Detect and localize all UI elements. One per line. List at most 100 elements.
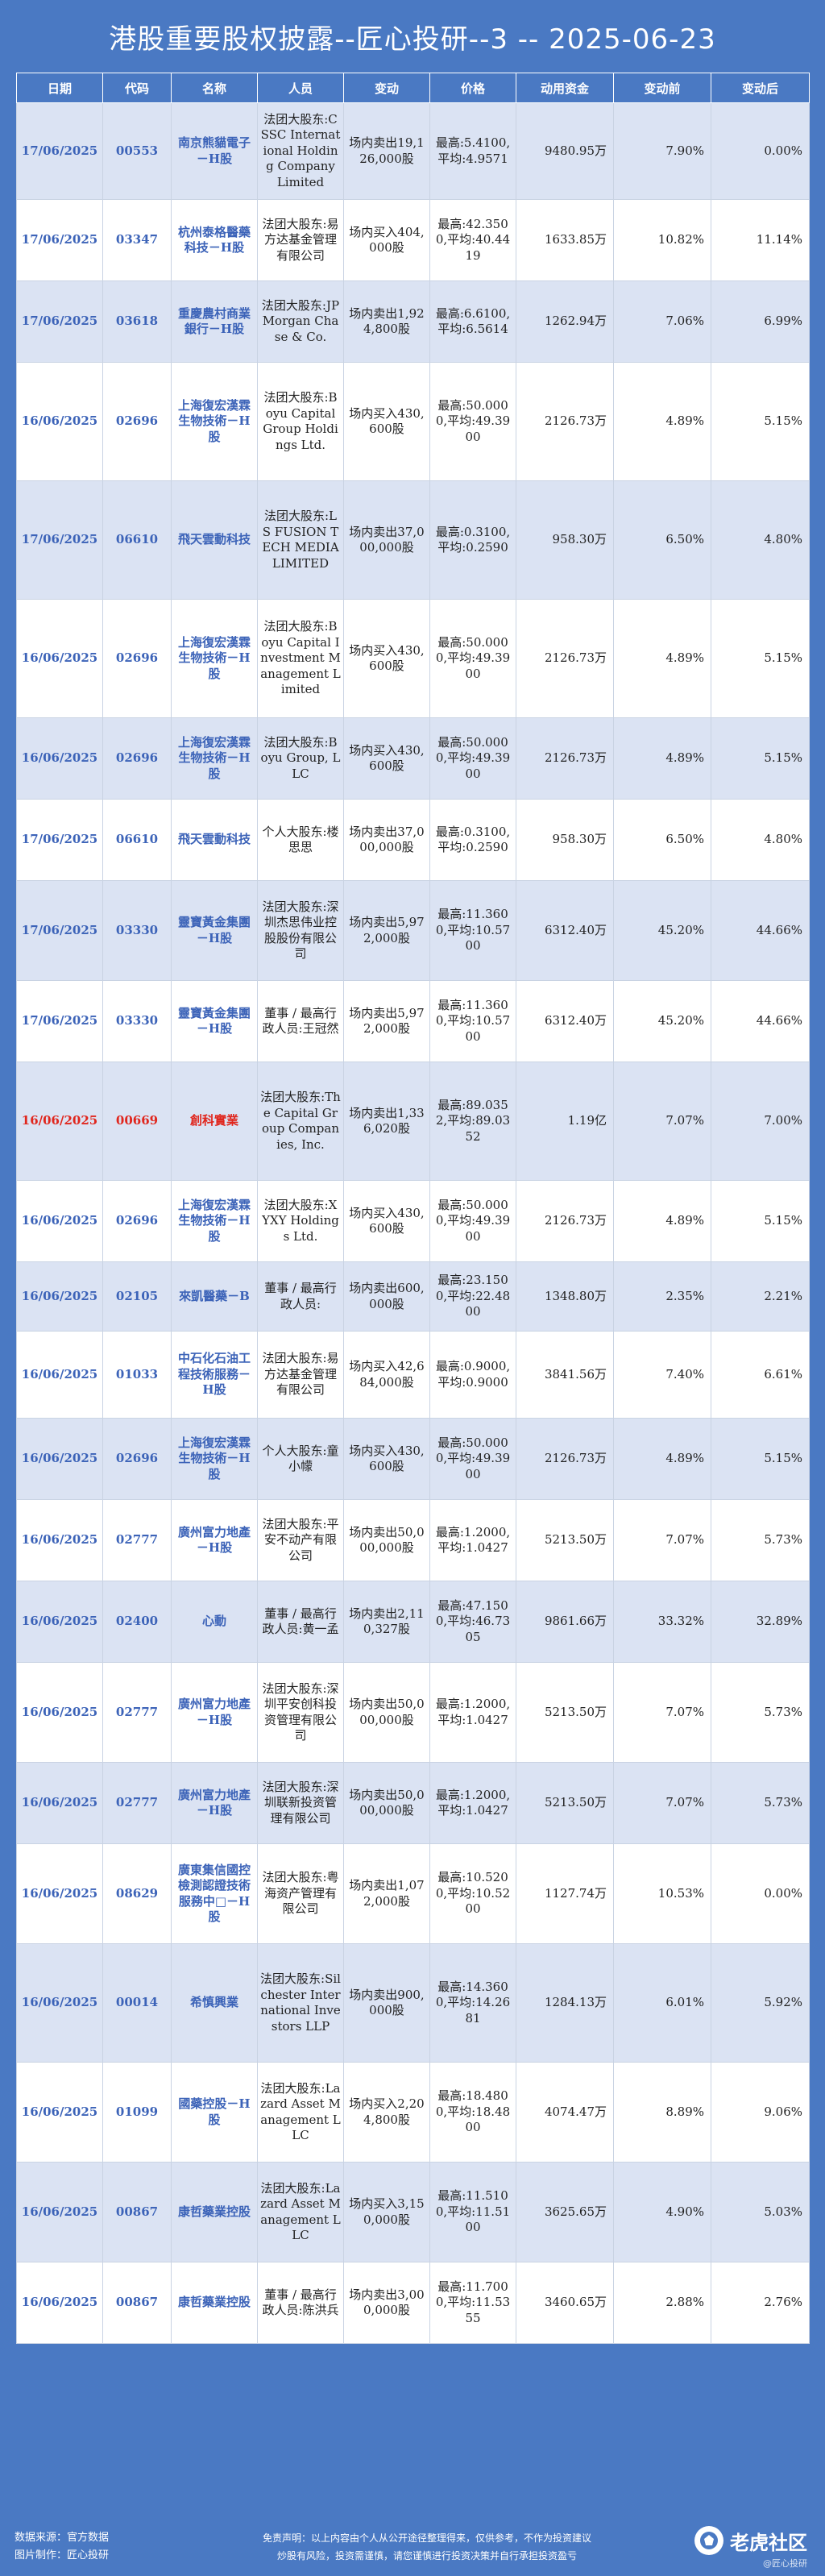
row-code: 02696 <box>102 599 172 718</box>
row-change: 场内买入430,600股 <box>343 717 430 800</box>
column-header-after: 变动后 <box>711 73 810 103</box>
table-row: 17/06/2025 03330 靈寶黃金集團－H股 法团大股东:深圳杰思伟业控股股份… <box>16 880 810 981</box>
row-name: 杭州泰格醫藥科技－H股 <box>171 199 258 281</box>
row-person: 法团大股东:Boyu Group, LLC <box>257 717 344 800</box>
table-row: 16/06/2025 02105 來凱醫藥－B 董事 / 最高行政人员: 场内卖出600… <box>16 1261 810 1332</box>
row-funds: 5213.50万 <box>516 1499 614 1581</box>
row-person: 法团大股东:JPMorgan Chase & Co. <box>257 280 344 363</box>
row-date: 17/06/2025 <box>16 480 103 600</box>
row-code: 01099 <box>102 2062 172 2163</box>
row-price: 最高:50.0000,平均:49.3900 <box>429 362 516 481</box>
row-price: 最高:23.1500,平均:22.4800 <box>429 1261 516 1332</box>
row-change: 场内卖出5,972,000股 <box>343 980 430 1062</box>
row-person: 法团大股东:XYXY Holdings Ltd. <box>257 1180 344 1262</box>
table-row: 17/06/2025 03347 杭州泰格醫藥科技－H股 法团大股东:易方达基金管理有… <box>16 199 810 281</box>
row-name: 靈寶黃金集團－H股 <box>171 980 258 1062</box>
row-funds: 1284.13万 <box>516 1943 614 2063</box>
row-price: 最高:1.2000,平均:1.0427 <box>429 1662 516 1763</box>
row-name: 重慶農村商業銀行－H股 <box>171 280 258 363</box>
table-body: 17/06/2025 00553 南京熊貓電子－H股 法团大股东:CSSC Inter… <box>16 102 810 2344</box>
row-price: 最高:11.7000,平均:11.5355 <box>429 2262 516 2344</box>
row-code: 06610 <box>102 799 172 881</box>
table-row: 16/06/2025 01033 中石化石油工程技術服務－H股 法团大股东:易方达基金… <box>16 1331 810 1419</box>
row-price: 最高:50.0000,平均:49.3900 <box>429 1180 516 1262</box>
row-date: 16/06/2025 <box>16 1180 103 1262</box>
row-funds: 1633.85万 <box>516 199 614 281</box>
row-change: 场内卖出37,000,000股 <box>343 480 430 600</box>
image-maker-text: 图片制作：匠心投研 <box>15 2549 110 2561</box>
disclaimer: 免责声明：以上内容由个人从公开途径整理得来，仅供参考，不作为投资建议 炒股有风险… <box>218 2529 636 2565</box>
row-date: 16/06/2025 <box>16 1943 103 2063</box>
row-change: 场内卖出1,924,800股 <box>343 280 430 363</box>
row-code: 03330 <box>102 980 172 1062</box>
row-after: 0.00% <box>711 1843 810 1944</box>
row-funds: 2126.73万 <box>516 1418 614 1500</box>
row-date: 16/06/2025 <box>16 717 103 800</box>
row-code: 00014 <box>102 1943 172 2063</box>
row-funds: 2126.73万 <box>516 1180 614 1262</box>
data-source-text: 数据来源：官方数据 <box>15 2532 110 2544</box>
row-before: 33.32% <box>613 1581 711 1663</box>
row-name: 創科實業 <box>171 1062 258 1181</box>
row-name: 中石化石油工程技術服務－H股 <box>171 1331 258 1419</box>
row-date: 17/06/2025 <box>16 880 103 981</box>
row-before: 7.07% <box>613 1062 711 1181</box>
row-price: 最高:89.0352,平均:89.0352 <box>429 1062 516 1181</box>
row-name: 上海復宏漢霖生物技術－H股 <box>171 1180 258 1262</box>
table-row: 16/06/2025 02777 廣州富力地產－H股 法团大股东:平安不动产有限公司场… <box>16 1499 810 1581</box>
table-row: 16/06/2025 00867 康哲藥業控股 董事 / 最高行政人员:陈洪兵 场内卖出… <box>16 2262 810 2344</box>
row-price: 最高:11.3600,平均:10.5700 <box>429 980 516 1062</box>
row-date: 16/06/2025 <box>16 1581 103 1663</box>
row-name: 康哲藥業控股 <box>171 2262 258 2344</box>
row-after: 5.73% <box>711 1762 810 1844</box>
row-change: 场内卖出2,110,327股 <box>343 1581 430 1663</box>
row-name: 廣東集信國控檢測認證技術服務中□－H股 <box>171 1843 258 1944</box>
disclosure-table-container: 日期 代码 名称 人员 变动 价格 动用资金 变动前 变动后 17/06/202… <box>16 73 810 2344</box>
row-code: 03347 <box>102 199 172 281</box>
row-before: 2.35% <box>613 1261 711 1332</box>
page-header: 港股重要股权披露--匠心投研--3 -- 2025-06-23 <box>0 0 825 73</box>
page-title: 港股重要股权披露--匠心投研--3 -- 2025-06-23 <box>109 23 716 56</box>
row-funds: 3625.65万 <box>516 2162 614 2262</box>
row-date: 16/06/2025 <box>16 1843 103 1944</box>
row-after: 9.06% <box>711 2062 810 2163</box>
table-row: 16/06/2025 01099 國藥控股－H股 法团大股东:Lazard Asset… <box>16 2062 810 2163</box>
row-change: 场内买入42,684,000股 <box>343 1331 430 1419</box>
row-name: 南京熊貓電子－H股 <box>171 102 258 200</box>
disclaimer-line-2: 炒股有风险，投资需谨慎，请您谨慎进行投资决策并自行承担投资盈亏 <box>276 2550 577 2561</box>
row-before: 6.01% <box>613 1943 711 2063</box>
row-after: 5.15% <box>711 717 810 800</box>
row-code: 02696 <box>102 717 172 800</box>
row-person: 法团大股东:深圳杰思伟业控股股份有限公司 <box>257 880 344 981</box>
row-change: 场内卖出50,000,000股 <box>343 1762 430 1844</box>
row-date: 17/06/2025 <box>16 980 103 1062</box>
row-price: 最高:5.4100,平均:4.9571 <box>429 102 516 200</box>
row-change: 场内买入430,600股 <box>343 362 430 481</box>
row-code: 00669 <box>102 1062 172 1181</box>
row-name: 國藥控股－H股 <box>171 2062 258 2163</box>
row-after: 5.15% <box>711 1418 810 1500</box>
row-before: 7.07% <box>613 1762 711 1844</box>
table-row: 17/06/2025 06610 飛天雲動科技 法团大股东:LS FUSION TEC… <box>16 480 810 600</box>
row-name: 靈寶黃金集團－H股 <box>171 880 258 981</box>
row-code: 02105 <box>102 1261 172 1332</box>
row-date: 16/06/2025 <box>16 1062 103 1181</box>
row-date: 17/06/2025 <box>16 199 103 281</box>
table-header-row: 日期 代码 名称 人员 变动 价格 动用资金 变动前 变动后 <box>16 73 810 103</box>
row-after: 4.80% <box>711 480 810 600</box>
row-price: 最高:50.0000,平均:49.3900 <box>429 1418 516 1500</box>
row-name: 上海復宏漢霖生物技術－H股 <box>171 717 258 800</box>
row-change: 场内卖出1,072,000股 <box>343 1843 430 1944</box>
tiger-community-logo: 老虎社区 <box>694 2526 807 2555</box>
disclosure-table: 日期 代码 名称 人员 变动 价格 动用资金 变动前 变动后 17/06/202… <box>16 73 810 2344</box>
row-change: 场内买入430,600股 <box>343 1418 430 1500</box>
row-change: 场内卖出3,000,000股 <box>343 2262 430 2344</box>
row-after: 0.00% <box>711 102 810 200</box>
row-person: 个人大股东:童小幪 <box>257 1418 344 1500</box>
disclaimer-line-1: 免责声明：以上内容由个人从公开途径整理得来，仅供参考，不作为投资建议 <box>262 2532 591 2544</box>
row-code: 03618 <box>102 280 172 363</box>
row-after: 6.99% <box>711 280 810 363</box>
logo-text: 老虎社区 <box>730 2531 807 2554</box>
table-row: 17/06/2025 03618 重慶農村商業銀行－H股 法团大股东:JPMorgan… <box>16 280 810 363</box>
row-name: 希慎興業 <box>171 1943 258 2063</box>
